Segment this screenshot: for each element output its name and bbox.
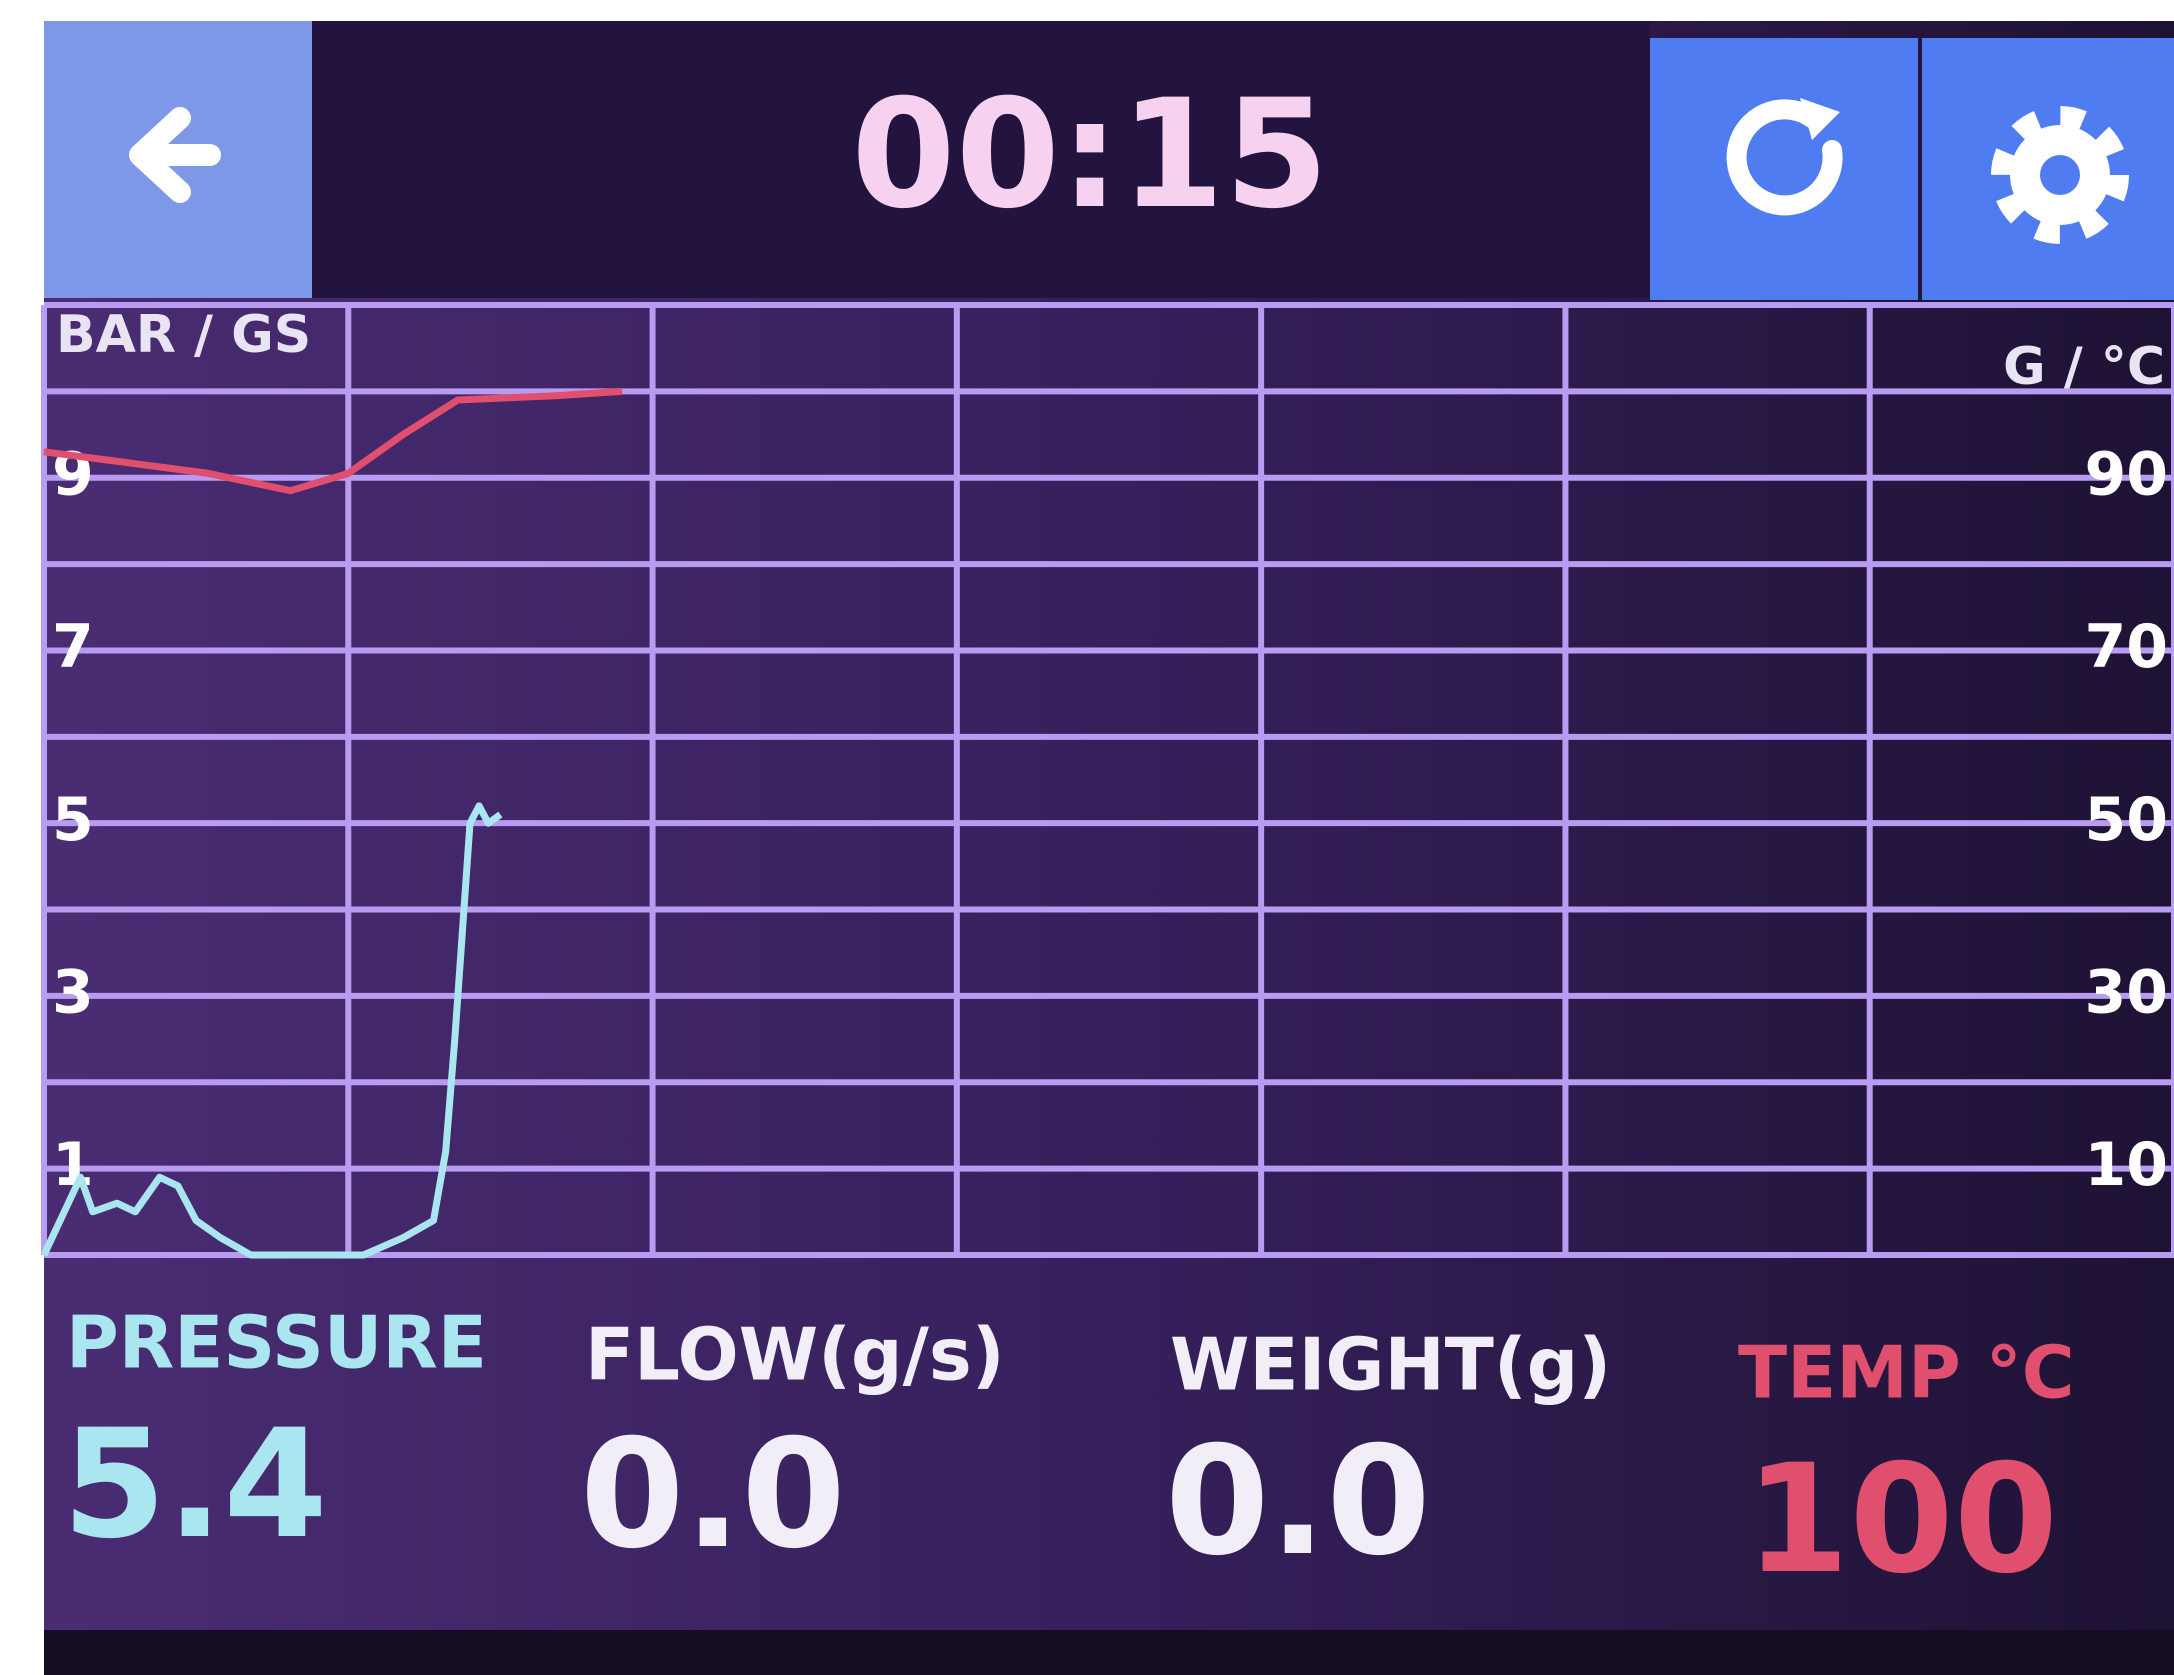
weight-label: WEIGHT(g) bbox=[1170, 1323, 1611, 1407]
y2-tick-label: 70 bbox=[2085, 612, 2169, 682]
y2-tick-label: 10 bbox=[2085, 1130, 2169, 1200]
screen: 00:15 BAR / GS G / °C 135791030507090 PR… bbox=[0, 0, 2174, 1675]
temp-label: TEMP °C bbox=[1738, 1331, 2075, 1415]
y2-tick-label: 50 bbox=[2085, 785, 2169, 855]
y2-axis-title: G / °C bbox=[2003, 337, 2165, 397]
y2-tick-label: 30 bbox=[2085, 958, 2169, 1028]
timer: 00:15 bbox=[851, 68, 1328, 242]
y2-tick-label: 90 bbox=[2085, 439, 2169, 509]
gear-hole bbox=[2040, 155, 2080, 195]
pressure-value: 5.4 bbox=[62, 1398, 328, 1572]
pressure-label: PRESSURE bbox=[66, 1301, 487, 1385]
flow-label: FLOW(g/s) bbox=[585, 1313, 1005, 1397]
flow-value: 0.0 bbox=[580, 1408, 846, 1582]
y-tick-label: 7 bbox=[52, 612, 94, 682]
weight-value: 0.0 bbox=[1165, 1415, 1431, 1589]
screen-bezel bbox=[44, 1630, 2174, 1675]
refresh-button[interactable] bbox=[1650, 38, 1918, 300]
settings-button[interactable] bbox=[1922, 38, 2174, 300]
back-button[interactable] bbox=[44, 21, 312, 298]
temp-value: 100 bbox=[1745, 1433, 2058, 1607]
y-tick-label: 3 bbox=[52, 958, 94, 1028]
y-tick-label: 5 bbox=[52, 785, 94, 855]
y-tick-label: 9 bbox=[52, 439, 94, 509]
y-axis-title: BAR / GS bbox=[56, 305, 311, 365]
refresh-button-bg bbox=[1650, 38, 1918, 300]
